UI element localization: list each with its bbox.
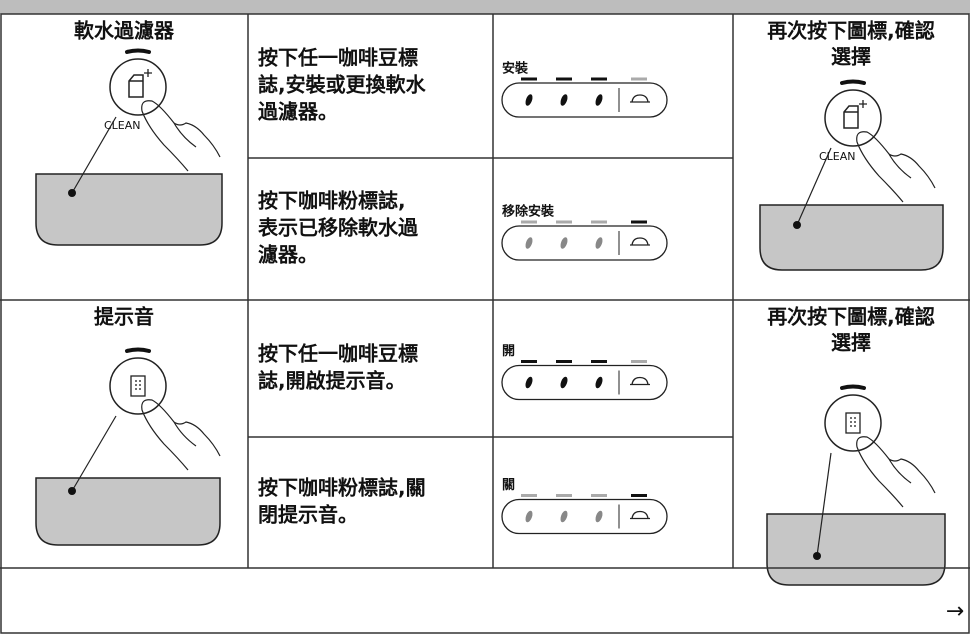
step-text: 濾器。 [258, 243, 318, 267]
bean [595, 237, 603, 249]
step-text: 按下任一咖啡豆標 [258, 46, 418, 70]
filter-icon [128, 74, 144, 98]
confirm-text: 再次按下圖標,確認 [767, 305, 935, 329]
icon-label: CLEAN [819, 150, 856, 163]
bowl [35, 173, 223, 246]
bean [525, 376, 533, 389]
sound-icon [130, 375, 146, 397]
confirm-text: 選擇 [831, 45, 871, 69]
display-label: 移除安裝 [502, 204, 555, 220]
pointer-line [816, 452, 832, 557]
hand [856, 436, 936, 508]
step-text: 表示已移除軟水過 [258, 216, 419, 240]
bean [560, 94, 568, 106]
bean [560, 376, 568, 389]
button [824, 394, 882, 452]
pointer-line [71, 415, 117, 492]
feature-title: 提示音 [94, 305, 154, 329]
step-text: 誌,開啟提示音。 [258, 369, 406, 393]
pointer-line [796, 147, 832, 226]
step-text: 按下咖啡粉標誌,關 [258, 476, 426, 500]
next-arrow: → [946, 599, 964, 624]
sparkle [859, 100, 867, 108]
bean [595, 94, 603, 106]
display-label: 開 [502, 344, 515, 359]
cup [630, 237, 650, 246]
sound-dots [850, 417, 856, 429]
sound-icon [845, 412, 861, 434]
pointer-dot [813, 552, 821, 560]
step-text: 閉提示音。 [258, 503, 358, 527]
panel [501, 82, 668, 118]
confirm-text: 選擇 [831, 331, 871, 355]
step-text: 過濾器。 [258, 100, 338, 124]
sound-dots [135, 380, 141, 392]
hand [856, 131, 936, 203]
step-text: 按下咖啡粉標誌, [258, 189, 406, 213]
bean [560, 237, 568, 249]
header-bar [0, 0, 970, 14]
bean [525, 510, 533, 523]
bowl [35, 477, 221, 546]
pointer-dot [68, 487, 76, 495]
indicator [125, 347, 151, 353]
hand [141, 100, 221, 172]
bean [525, 94, 533, 106]
bowl [759, 204, 944, 271]
bean [560, 510, 568, 523]
cup [630, 94, 650, 103]
pointer-dot [68, 189, 76, 197]
display-label: 安裝 [502, 61, 529, 77]
pointer-dot [793, 221, 801, 229]
step-text: 誌,安裝或更換軟水 [258, 73, 427, 97]
indicator [840, 79, 866, 85]
button [109, 58, 167, 116]
bean [525, 237, 533, 249]
display-label: 關 [502, 478, 515, 493]
indicator [840, 384, 866, 390]
sparkle [144, 69, 152, 77]
step-text: 按下任一咖啡豆標 [258, 342, 418, 366]
filter-icon [843, 105, 859, 129]
button [109, 357, 167, 415]
panel [501, 364, 668, 401]
bowl [766, 513, 946, 586]
pointer-line [71, 116, 117, 194]
icon-label: CLEAN [104, 119, 141, 132]
button [824, 89, 882, 147]
cup [630, 376, 650, 386]
confirm-text: 再次按下圖標,確認 [767, 19, 935, 43]
bean [595, 510, 603, 523]
cup [630, 510, 650, 520]
panel [501, 498, 668, 535]
panel [501, 225, 668, 261]
indicator [125, 48, 151, 54]
hand [141, 399, 221, 471]
feature-title: 軟水過濾器 [74, 19, 175, 43]
table-border [0, 13, 970, 634]
bean [595, 376, 603, 389]
